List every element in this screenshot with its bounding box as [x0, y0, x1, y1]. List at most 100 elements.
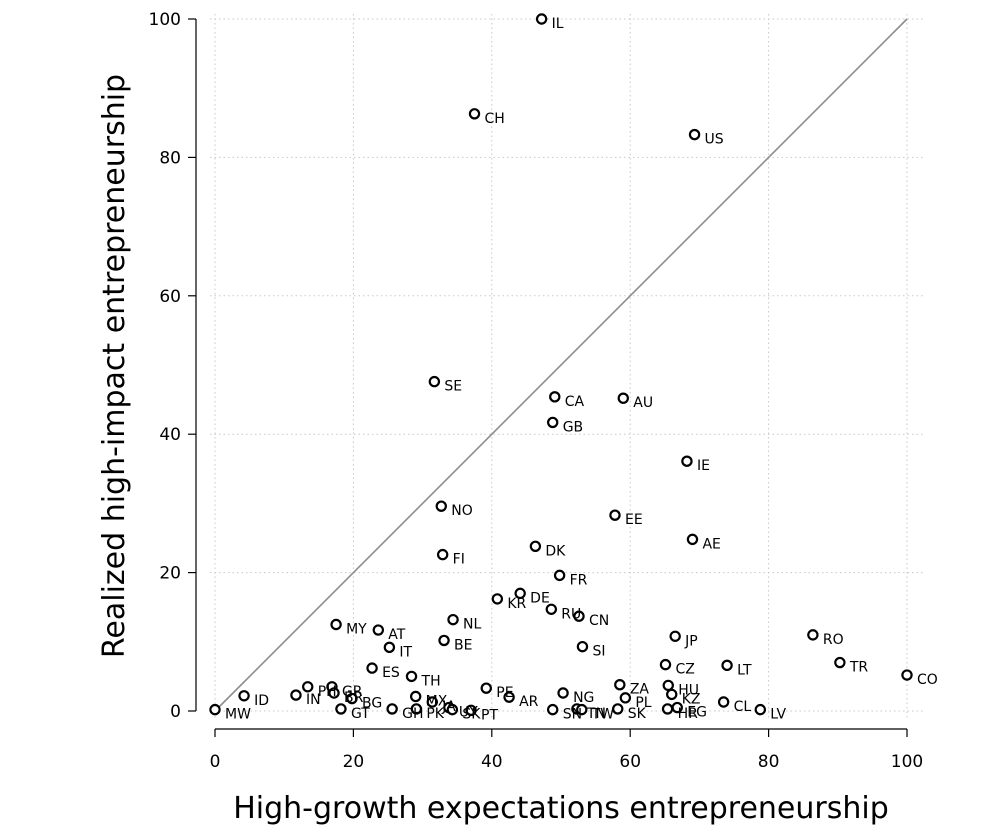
data-point-gt	[335, 703, 347, 715]
y-tick-label: 80	[159, 148, 181, 168]
data-points	[209, 13, 913, 717]
y-tick-label: 60	[159, 287, 181, 307]
point-label-th: TH	[421, 673, 441, 689]
data-point-lv	[754, 703, 766, 716]
point-label-hr: HR	[678, 706, 699, 722]
y-axis-title: Realized high-impact entrepreneurship	[97, 74, 132, 658]
data-point-se	[428, 375, 441, 388]
point-label-gh: GH	[402, 706, 423, 722]
point-label-sn: SN	[563, 707, 582, 723]
data-point-lt	[721, 659, 733, 672]
x-tick-label: 80	[758, 752, 780, 772]
data-point-eg	[671, 701, 683, 714]
point-label-uy: UY	[459, 705, 478, 721]
point-label-my: MY	[346, 622, 367, 638]
data-point-jp	[669, 630, 681, 642]
data-point-it	[383, 641, 396, 654]
data-point-es	[366, 662, 378, 674]
data-point-br	[328, 687, 340, 699]
data-point-gb	[546, 416, 559, 429]
x-tick-label: 60	[619, 752, 641, 772]
point-label-pt: PT	[481, 707, 498, 723]
point-label-ee: EE	[625, 512, 643, 528]
point-label-ie: IE	[697, 458, 710, 474]
data-point-bg	[346, 692, 358, 705]
data-point-th	[405, 670, 418, 683]
data-point-dk	[529, 540, 542, 553]
point-label-au: AU	[633, 395, 653, 411]
point-label-za: ZA	[630, 682, 650, 698]
point-label-il: IL	[552, 16, 564, 32]
point-label-ng: NG	[573, 690, 594, 706]
point-label-tn: TN	[586, 706, 606, 722]
x-tick-label: 100	[891, 752, 923, 772]
point-label-ru: RU	[561, 606, 581, 622]
point-label-pl: PL	[635, 695, 651, 711]
point-label-hu: HU	[678, 682, 699, 698]
point-label-kr: KR	[507, 596, 526, 612]
data-point-nl	[447, 613, 459, 626]
data-point-mw	[209, 703, 221, 716]
point-label-tw: TW	[591, 707, 615, 723]
x-tick-label: 40	[481, 752, 503, 772]
point-label-ro: RO	[823, 632, 844, 648]
point-label-es: ES	[382, 665, 400, 681]
point-label-ae: AE	[702, 536, 720, 552]
data-point-si	[576, 640, 589, 653]
data-point-ie	[681, 455, 693, 467]
data-point-ae	[686, 533, 699, 546]
point-label-ca: CA	[565, 394, 585, 410]
y-tick-label: 40	[159, 425, 181, 445]
data-point-fi	[436, 548, 449, 561]
data-point-ee	[609, 509, 621, 521]
point-label-it: IT	[399, 644, 412, 660]
point-label-us: US	[705, 132, 724, 148]
point-label-fi: FI	[453, 552, 465, 568]
point-label-ph: PH	[318, 684, 337, 700]
point-label-nl: NL	[463, 617, 481, 633]
data-point-sk	[612, 703, 624, 715]
point-label-jp: JP	[684, 633, 698, 649]
point-label-gb: GB	[563, 419, 583, 435]
point-label-br: BR	[344, 690, 364, 706]
data-point-ca	[549, 391, 561, 403]
point-label-ch: CH	[485, 111, 505, 127]
point-label-mw: MW	[225, 707, 251, 723]
point-label-lt: LT	[737, 662, 752, 678]
y-tick-label: 0	[170, 702, 181, 722]
data-point-ch	[468, 108, 481, 120]
data-point-id	[238, 690, 250, 702]
point-label-at: AT	[388, 627, 405, 643]
point-label-ar: AR	[519, 694, 539, 710]
data-point-cn	[573, 610, 585, 622]
point-label-kz: KZ	[682, 691, 701, 707]
point-label-bg: BG	[362, 696, 382, 712]
data-point-tw	[576, 703, 588, 716]
reference-diagonal-line	[214, 18, 908, 712]
data-point-ja	[426, 696, 438, 708]
data-point-za	[614, 679, 626, 691]
y-tick-label: 100	[149, 10, 181, 30]
axes: 0 20 40 60 80 100 0 20 40 60 80 100	[149, 10, 924, 772]
point-label-si: SI	[592, 644, 605, 660]
data-point-kz	[666, 688, 678, 701]
point-label-dk: DK	[545, 543, 566, 559]
data-point-ru	[545, 603, 558, 615]
point-label-id: ID	[254, 693, 269, 709]
data-point-pe	[480, 682, 492, 694]
data-point-co	[901, 669, 913, 681]
x-tick-label: 20	[343, 752, 365, 772]
data-point-ar	[503, 691, 515, 703]
point-label-no: NO	[451, 503, 473, 519]
data-point-gh	[386, 703, 398, 715]
data-point-hr	[661, 703, 674, 715]
data-point-in	[290, 689, 302, 701]
x-axis-title: High-growth expectations entrepreneurshi…	[233, 791, 889, 826]
data-point-be	[438, 634, 450, 647]
point-label-be: BE	[454, 637, 472, 653]
point-label-fr: FR	[570, 572, 588, 588]
point-label-pk: PK	[426, 706, 444, 722]
y-tick-label: 20	[159, 564, 181, 584]
data-point-mx	[409, 690, 422, 703]
